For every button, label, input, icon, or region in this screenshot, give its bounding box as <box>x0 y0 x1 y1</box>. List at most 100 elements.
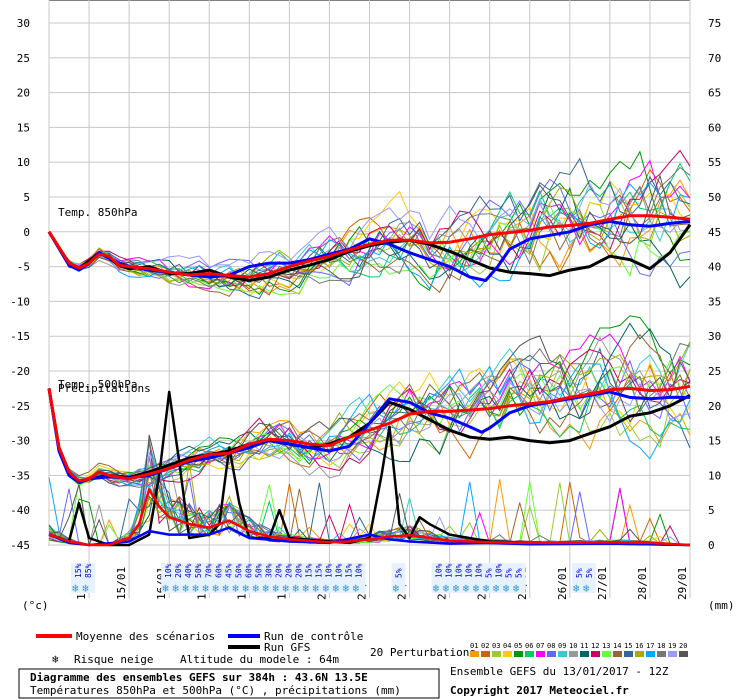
snow-risk-pct: 10% <box>324 563 333 578</box>
right-tick-label: 55 <box>708 156 721 169</box>
member-number: 01 <box>470 642 478 650</box>
series-line-t850 <box>47 214 691 279</box>
main-series-lines <box>47 214 692 547</box>
left-tick-label: 0 <box>23 226 30 239</box>
perturbation-line <box>48 359 691 482</box>
snow-risk-pct: 30% <box>264 563 273 578</box>
snow-risk-pct: 50% <box>234 563 243 578</box>
snowflake-icon: ❄ <box>202 582 209 595</box>
footer-run-info: Ensemble GEFS du 13/01/2017 - 12Z <box>450 665 669 678</box>
snow-risk-pct: 5% <box>485 568 494 578</box>
right-tick-label: 40 <box>708 261 721 274</box>
snow-risk-pct: 10% <box>465 563 474 578</box>
member-number: 15 <box>624 642 632 650</box>
left-tick-label: -10 <box>10 295 30 308</box>
member-swatch <box>558 651 567 657</box>
footer-title: Diagramme des ensembles GEFS sur 384h : … <box>30 671 368 684</box>
right-tick-label: 45 <box>708 226 721 239</box>
snowflake-icon: ❄ <box>583 582 590 595</box>
snow-risk-pct: 70% <box>204 563 213 578</box>
snow-risk-pct: 15% <box>74 563 83 578</box>
member-swatch <box>481 651 490 657</box>
snow-risk-pct: 10% <box>475 563 484 578</box>
snowflake-icon: ❄ <box>52 653 59 666</box>
left-tick-label: -15 <box>10 330 30 343</box>
snowflake-icon: ❄ <box>463 582 470 595</box>
perturbation-precip-line <box>48 434 690 547</box>
member-number: 17 <box>646 642 654 650</box>
right-tick-label: 30 <box>708 330 721 343</box>
right-tick-label: 65 <box>708 87 721 100</box>
snow-risk-pct: 60% <box>244 563 253 578</box>
snow-risk-pct: 20% <box>284 563 293 578</box>
member-number: 18 <box>657 642 665 650</box>
right-tick-label: 10 <box>708 469 721 482</box>
member-swatch <box>624 651 633 657</box>
left-tick-label: 20 <box>17 87 30 100</box>
legend-mean-label: Moyenne des scénarios <box>76 630 215 643</box>
footer-title-box <box>18 668 440 699</box>
snow-risk-bg <box>81 563 96 593</box>
perturbation-line <box>48 342 691 488</box>
member-swatch <box>668 651 677 657</box>
right-tick-label: 50 <box>708 191 721 204</box>
snow-risk-pct: 20% <box>294 563 303 578</box>
snowflake-icon: ❄ <box>232 582 239 595</box>
snow-risk-pct: 10% <box>495 563 504 578</box>
right-tick-label: 70 <box>708 52 721 65</box>
perturbation-line <box>48 182 691 272</box>
snowflake-icon: ❄ <box>292 582 299 595</box>
footer-copyright: Copyright 2017 Meteociel.fr <box>450 684 629 697</box>
left-tick-label: 5 <box>23 191 30 204</box>
left-tick-label: -30 <box>10 435 30 448</box>
member-number: 05 <box>514 642 522 650</box>
snow-risk-pct: 20% <box>174 563 183 578</box>
snow-risk-pct: 10% <box>445 563 454 578</box>
member-swatch <box>646 651 655 657</box>
snowflake-icon: ❄ <box>393 582 400 595</box>
snowflake-icon: ❄ <box>453 582 460 595</box>
snow-risk-pct: 15% <box>304 563 313 578</box>
member-swatch <box>514 651 523 657</box>
snow-risk-pct: 5% <box>585 568 594 578</box>
snow-risk-row: 15% ❄ 85% ❄ 10% ❄ 20% ❄ 40% ❄ 50% ❄ 70% ❄ 60% ❄ 45% ❄ 50% ❄… <box>71 563 596 595</box>
left-tick-label: -35 <box>10 469 30 482</box>
legend-perturbations-label: 20 Perturbations <box>370 646 476 659</box>
member-number: 04 <box>503 642 511 650</box>
date-label: 29/01 <box>676 567 689 600</box>
member-number: 11 <box>580 642 588 650</box>
snow-risk-pct: 50% <box>194 563 203 578</box>
snow-risk-pct: 10% <box>354 563 363 578</box>
snow-risk-pct: 10% <box>455 563 464 578</box>
member-swatch <box>613 651 622 657</box>
series-line-precip <box>48 390 691 547</box>
member-swatch <box>503 651 512 657</box>
member-swatch <box>547 651 556 657</box>
panel-label-t850: Temp. 850hPa <box>58 206 137 219</box>
perturbation-line <box>48 174 691 285</box>
member-swatch <box>536 651 545 657</box>
snowflake-icon: ❄ <box>483 582 490 595</box>
member-number: 14 <box>613 642 621 650</box>
snow-risk-bg <box>581 563 596 593</box>
series-line-t500 <box>47 384 691 483</box>
right-tick-label: 75 <box>708 17 721 30</box>
snow-risk-bg <box>351 563 366 593</box>
snowflake-icon: ❄ <box>262 582 269 595</box>
series-line-precip <box>48 488 691 547</box>
legend-gfs-label: Run GFS <box>264 641 310 654</box>
right-tick-label: 25 <box>708 365 721 378</box>
snowflake-icon: ❄ <box>252 582 259 595</box>
snow-risk-bg <box>391 563 406 593</box>
snowflake-icon: ❄ <box>493 582 500 595</box>
altitude-label: Altitude du modele : 64m <box>180 653 339 666</box>
member-swatch <box>580 651 589 657</box>
right-tick-label: 15 <box>708 435 721 448</box>
member-number: 20 <box>679 642 687 650</box>
snow-risk-pct: 5% <box>395 568 404 578</box>
snowflake-icon: ❄ <box>342 582 349 595</box>
left-tick-label: -40 <box>10 504 30 517</box>
member-number: 02 <box>481 642 489 650</box>
member-swatch <box>569 651 578 657</box>
snowflake-icon: ❄ <box>503 582 510 595</box>
